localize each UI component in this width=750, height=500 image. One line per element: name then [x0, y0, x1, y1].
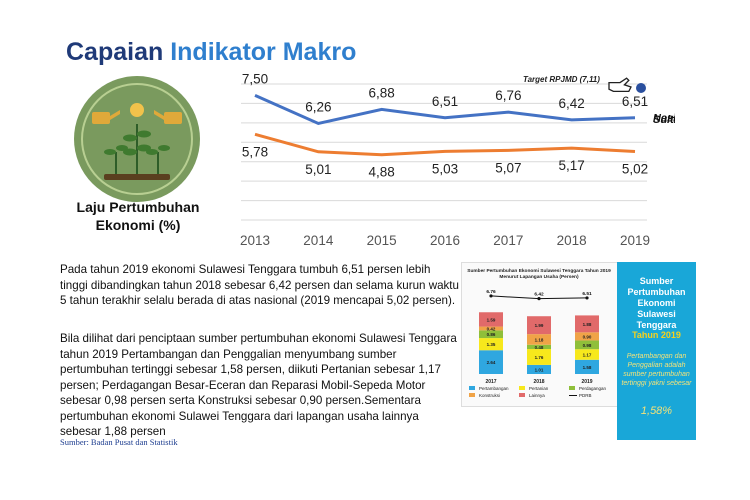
data-label-nasional: 5,02 [622, 162, 648, 177]
bar-segment-pertanian [479, 338, 503, 351]
bar-segment-pertanian [527, 349, 551, 365]
legend-swatch [469, 393, 475, 397]
side-description: Pertambangan dan Penggalian adalah sumbe… [621, 353, 692, 387]
indicator-label: Laju Pertumbuhan Ekonomi (%) [76, 199, 200, 233]
pdrb-label: 6.42 [534, 292, 544, 298]
bar-value-label: 0.98 [583, 343, 592, 348]
legend-entry: Perdagangan [579, 386, 607, 391]
bar-value-label: 1.88 [583, 322, 592, 327]
data-label-nasional: 5,07 [495, 160, 521, 175]
title-part-capaian: Capaian [66, 38, 171, 66]
pdrb-label: 6.76 [486, 289, 496, 295]
pdrb-point [537, 297, 541, 301]
series-line-sultra [254, 93, 636, 126]
pdrb-point [489, 294, 493, 298]
bar-value-label: 0.48 [535, 345, 544, 350]
x-tick-label: 2014 [303, 233, 334, 248]
growth-plant-icon [74, 76, 200, 202]
data-label-nasional: 4,88 [369, 165, 395, 180]
legend-swatch [569, 386, 575, 390]
inset-x-tick: 2018 [533, 379, 544, 385]
bar-segment-konstruksi [575, 332, 599, 341]
source-note: Sumber: Badan Pusat dan Statistik [60, 437, 178, 447]
bar-segment-pertambangan [527, 364, 551, 374]
target-dot [636, 83, 646, 93]
inset-x-tick: 2019 [581, 379, 592, 385]
x-tick-label: 2019 [620, 233, 650, 248]
stacked-bar-chart: 2.64 1.35 0.860.42 1.59 2017 1.01 1.76 0.48 1.18… [469, 289, 607, 398]
legend-entry: Pertambangan [479, 386, 509, 391]
bar-value-label: 1.18 [535, 337, 544, 342]
side-year: Tahun 2019 [632, 330, 681, 340]
legend-swatch [519, 393, 525, 397]
bar-segment-konstruksi [479, 326, 503, 331]
bar-value-label: 0.90 [583, 334, 592, 339]
x-tick-label: 2018 [557, 233, 587, 248]
pdrb-point [585, 296, 589, 300]
x-tick-label: 2016 [430, 233, 460, 248]
legend-entry: PDRB [579, 393, 592, 398]
legend-entry: Lainnya [529, 393, 545, 398]
data-label-nasional: 5,01 [305, 162, 331, 177]
bar-segment-pertambangan [575, 359, 599, 374]
data-label-nasional: 5,17 [559, 158, 585, 173]
data-label-nasional: 5,03 [432, 161, 458, 176]
bar-value-label: 1.01 [535, 367, 544, 372]
legend-label-nasional: Nasional [653, 113, 675, 125]
paragraph-sources: Bila dilihat dari penciptaan sumber pert… [60, 332, 457, 438]
x-tick-label: 2017 [493, 233, 523, 248]
bar-segment-pertambangan [479, 350, 503, 374]
x-tick-label: 2013 [240, 233, 270, 248]
side-heading: Sumber Pertumbuhan Ekonomi Sulawesi Teng… [627, 276, 686, 330]
data-label-sultra: 6,42 [559, 96, 585, 111]
bar-value-label: 2.64 [487, 360, 496, 365]
legend-entry: Pertanian [529, 386, 549, 391]
side-info-panel [617, 262, 696, 440]
data-label-sultra: 6,88 [369, 85, 395, 100]
bar-segment-pertanian [575, 349, 599, 360]
bar-value-label: 0.86 [487, 332, 496, 337]
bar-value-label: 1.59 [487, 317, 496, 322]
legend-label-sultra: Sultra [653, 114, 675, 126]
growth-line-chart: 7,50 6,26 6,88 6,51 6,76 6,42 6,51 5,78 5,01 4,88… [240, 71, 675, 248]
data-label-sultra: 6,51 [432, 94, 458, 109]
data-label-sultra: 6,76 [495, 88, 521, 103]
side-value: 1,58% [640, 405, 673, 417]
series-line-nasional [254, 132, 636, 157]
bar-value-label: 1.99 [535, 323, 544, 328]
bar-value-label: 1.76 [535, 355, 544, 360]
target-marker: Target RPJMD (7,11) [523, 75, 646, 93]
legend-swatch [469, 386, 475, 390]
inset-chart-title: Sumber Pertumbuhan Ekonomi Sulawesi Teng… [467, 269, 611, 280]
bar-value-label: 1.35 [487, 342, 496, 347]
data-label-nasional: 5,78 [242, 144, 268, 159]
bar-segment-perdagangan [527, 344, 551, 350]
pdrb-label: 6.51 [582, 291, 592, 297]
inset-x-tick: 2017 [485, 379, 496, 385]
bar-segment-konstruksi [527, 334, 551, 345]
page-title: Capaian Indikator Makro [66, 38, 356, 67]
bar-segment-perdagangan [479, 330, 503, 339]
bar-value-label: 0.42 [487, 326, 496, 331]
legend-entry: Konstruksi [479, 393, 500, 398]
x-tick-label: 2015 [367, 233, 397, 248]
bar-segment-lainnya [479, 312, 503, 327]
title-part-indikator: Indikator Makro [170, 38, 357, 66]
legend-swatch [519, 386, 525, 390]
bar-segment-lainnya [527, 316, 551, 335]
data-label-sultra: 6,51 [622, 94, 648, 109]
paragraph-growth: Pada tahun 2019 ekonomi Sulawesi Tenggar… [60, 263, 459, 307]
bar-value-label: 1.17 [583, 353, 592, 358]
data-label-sultra: 6,26 [305, 99, 331, 114]
pointing-hand-icon [608, 77, 632, 93]
bar-segment-lainnya [575, 315, 599, 333]
target-label: Target RPJMD (7,11) [523, 75, 600, 84]
data-label-sultra: 7,50 [242, 71, 268, 86]
bar-value-label: 1.58 [583, 365, 592, 370]
bar-segment-perdagangan [575, 340, 599, 350]
